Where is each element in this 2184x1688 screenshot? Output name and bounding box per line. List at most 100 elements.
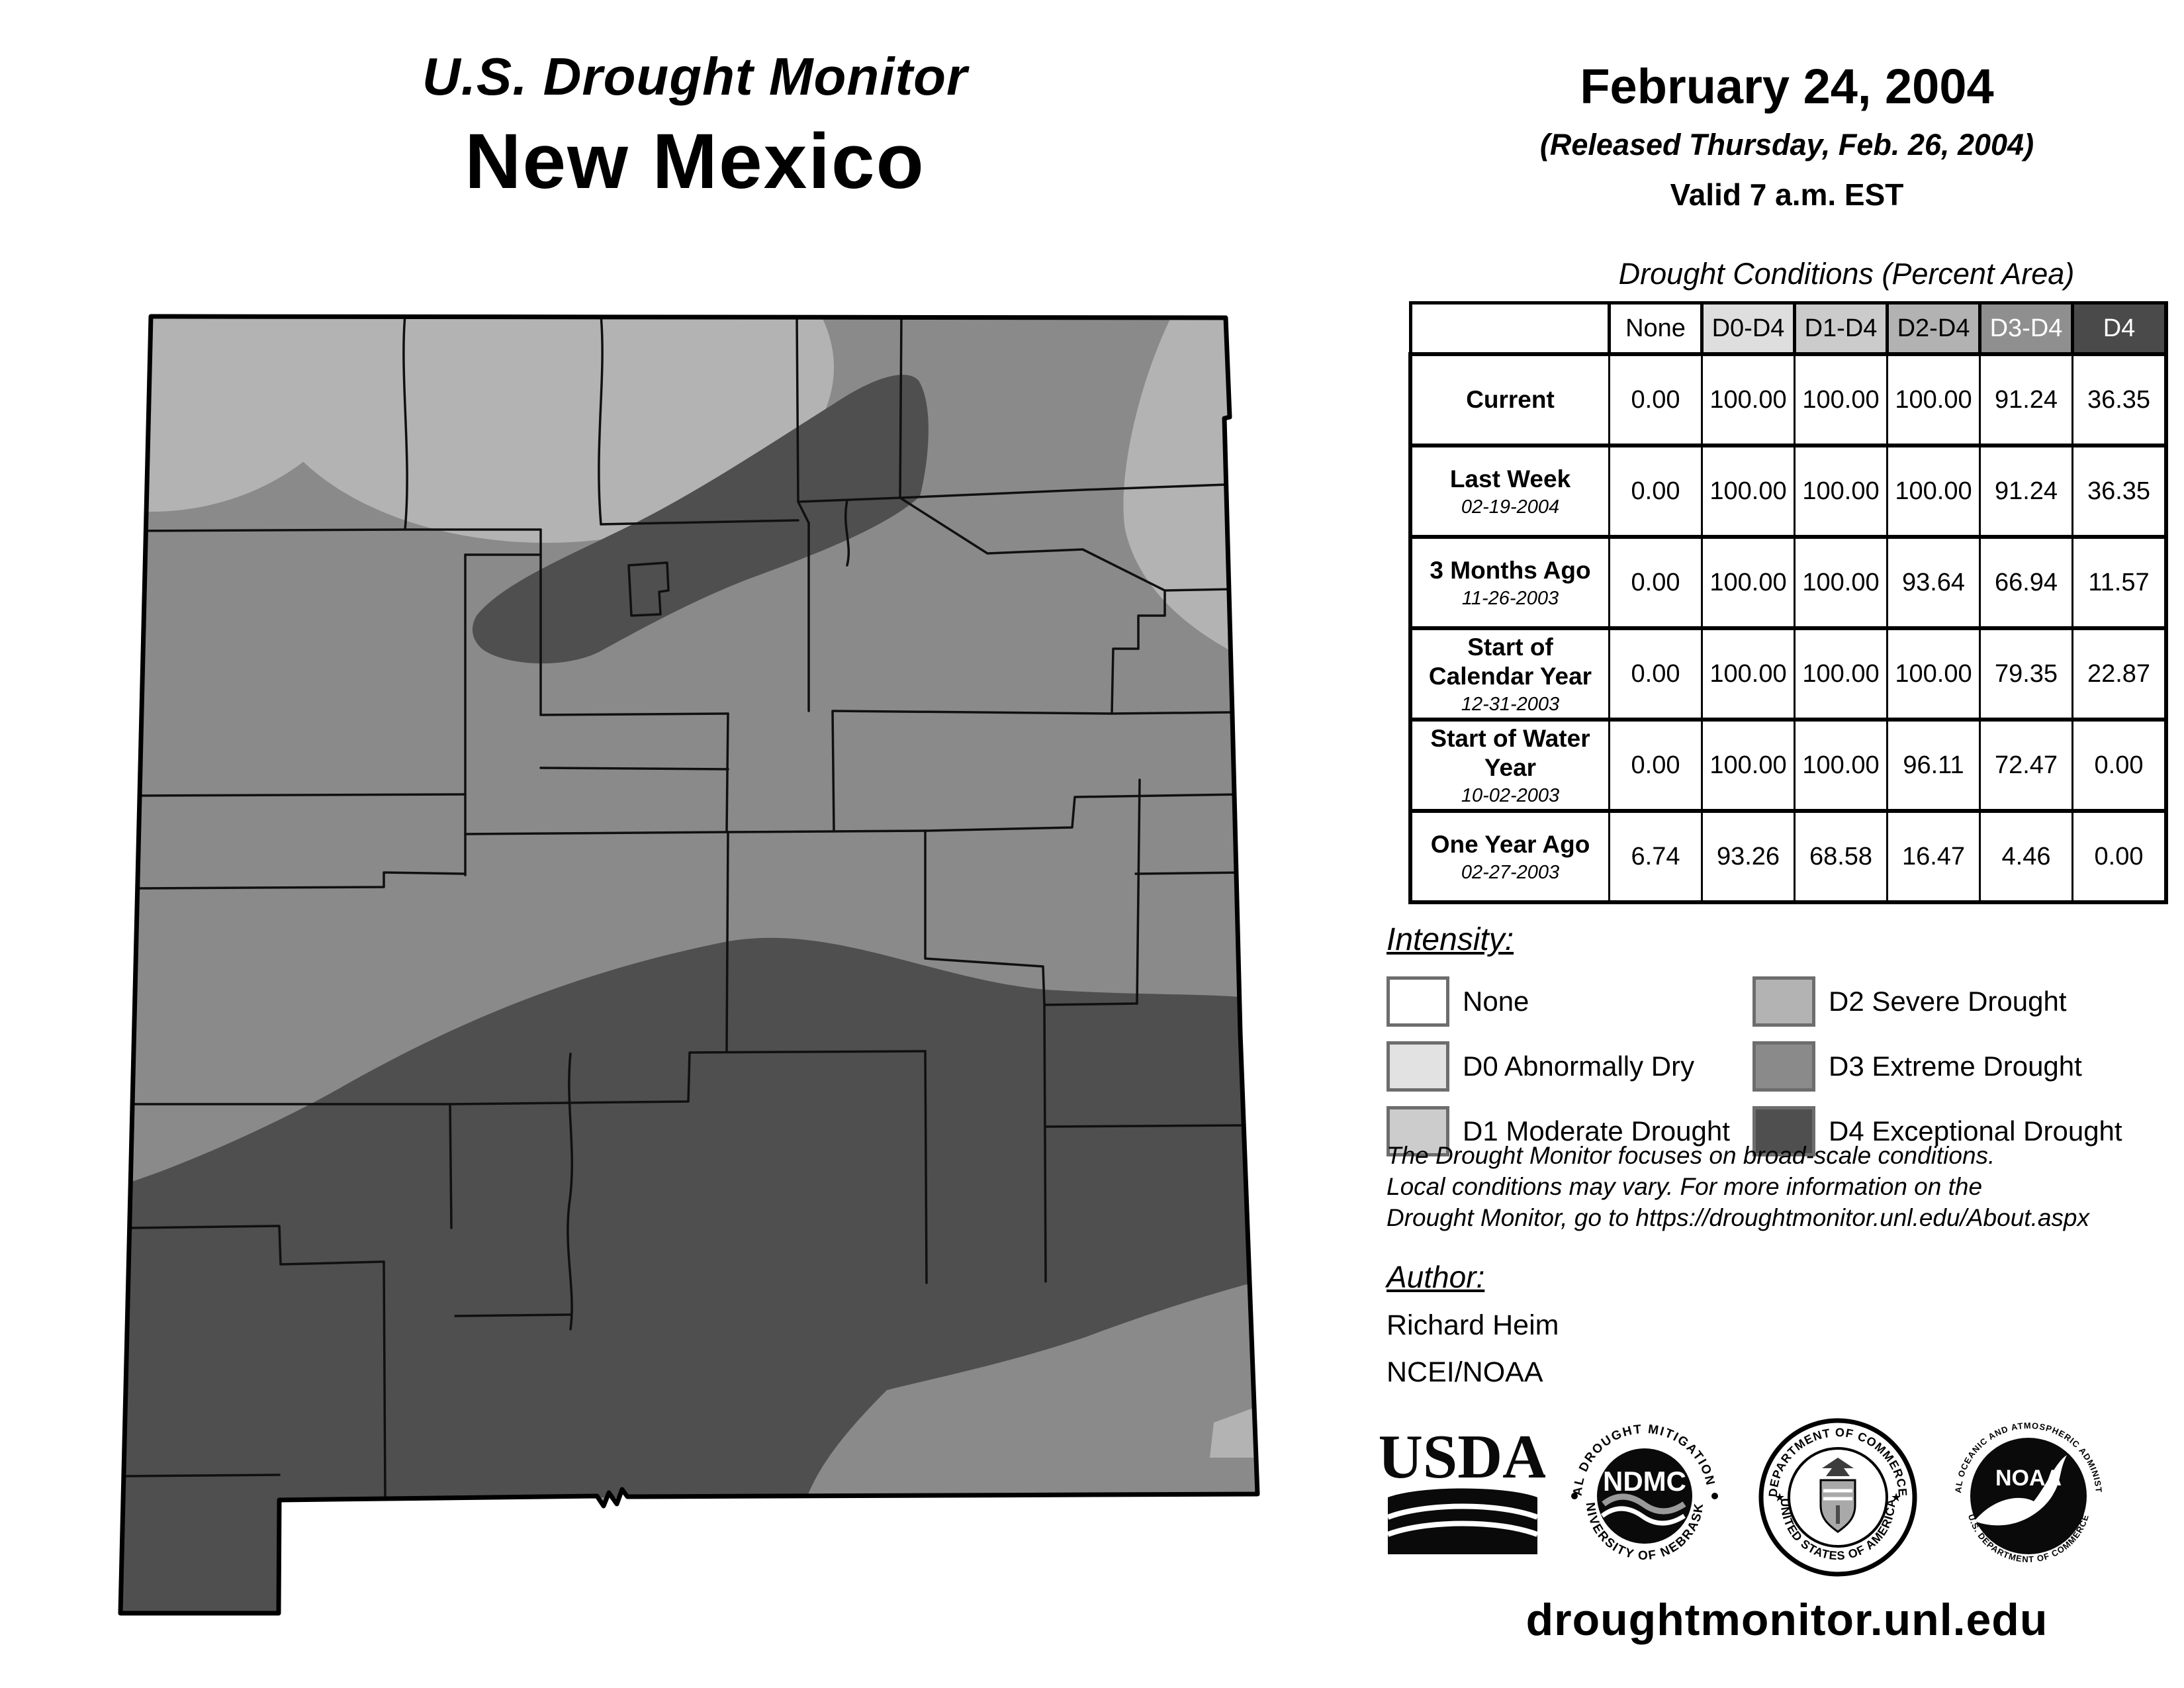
cell-value: 0.00 xyxy=(1608,718,1703,813)
droughtmonitor-url[interactable]: droughtmonitor.unl.edu xyxy=(1525,1595,2048,1645)
drought-map xyxy=(106,305,1297,1622)
cell-value: 100.00 xyxy=(1886,352,1981,447)
usda-logo: USDA xyxy=(1378,1417,1547,1579)
table-row-current: Current 0.00 100.00 100.00 100.00 91.24 … xyxy=(1408,352,2168,447)
drought-region-d4-north-band xyxy=(472,375,929,664)
cell-value: 0.00 xyxy=(1608,444,1703,539)
legend-label: D1 Moderate Drought xyxy=(1463,1115,1730,1147)
legend-swatch-d0 xyxy=(1387,1041,1449,1092)
agency-logos: USDA NATIONAL DROUGHT MITIGATION CENTER … xyxy=(1377,1406,2144,1582)
row-label: Current xyxy=(1466,386,1555,413)
legend-label: D2 Severe Drought xyxy=(1829,986,2067,1017)
county-boundaries xyxy=(120,316,1243,1501)
legend-item-none: None xyxy=(1387,976,1752,1027)
cell-value: 36.35 xyxy=(2071,352,2168,447)
cell-value: 66.94 xyxy=(1979,535,2073,630)
disclaimer-line: Local conditions may vary. For more info… xyxy=(1387,1173,1983,1200)
cell-value: 0.00 xyxy=(2071,718,2168,813)
intensity-legend: Intensity: None D0 Abnormally Dry D1 Mod… xyxy=(1387,921,2154,1156)
doc-star-right: ★ xyxy=(1891,1491,1901,1504)
column-header-d2d4: D2-D4 xyxy=(1886,301,1981,356)
new-mexico-map-svg xyxy=(118,314,1260,1616)
table-corner-cell xyxy=(1408,301,1611,356)
column-header-d1d4: D1-D4 xyxy=(1793,301,1889,356)
cell-value: 72.47 xyxy=(1979,718,2073,813)
date-block: February 24, 2004 (Released Thursday, Fe… xyxy=(1443,58,2131,212)
row-label: Start of Calendar Year xyxy=(1428,633,1592,690)
ndmc-logo: NATIONAL DROUGHT MITIGATION CENTER UNIVE… xyxy=(1560,1406,1724,1579)
legend-swatch-none xyxy=(1387,976,1449,1027)
legend-label: D4 Exceptional Drought xyxy=(1829,1115,2122,1147)
cell-value: 93.64 xyxy=(1886,535,1981,630)
cell-value: 100.00 xyxy=(1886,444,1981,539)
column-header-d4: D4 xyxy=(2071,301,2168,356)
legend-label: None xyxy=(1463,986,1529,1017)
cell-value: 16.47 xyxy=(1886,809,1981,904)
table-row-last-week: Last Week 02-19-2004 0.00 100.00 100.00 … xyxy=(1408,444,2168,539)
row-date: 02-27-2003 xyxy=(1461,861,1560,883)
table-row-start-water-year: Start of Water Year 10-02-2003 0.00 100.… xyxy=(1408,718,2168,813)
cell-value: 36.35 xyxy=(2071,444,2168,539)
cell-value: 0.00 xyxy=(1608,352,1703,447)
doc-logo-svg: DEPARTMENT OF COMMERCE UNITED STATES OF … xyxy=(1758,1418,1917,1577)
cell-value: 6.74 xyxy=(1608,809,1703,904)
cell-value: 100.00 xyxy=(1886,626,1981,722)
cell-value: 100.00 xyxy=(1701,444,1796,539)
author-name: Richard Heim xyxy=(1387,1309,1559,1341)
cell-value: 68.58 xyxy=(1794,809,1888,904)
release-date: (Released Thursday, Feb. 26, 2004) xyxy=(1539,128,2034,162)
cell-value: 100.00 xyxy=(1701,626,1796,722)
cell-value: 93.26 xyxy=(1701,809,1796,904)
column-header-d0d4: D0-D4 xyxy=(1700,301,1796,356)
cell-value: 0.00 xyxy=(2071,809,2168,904)
cell-value: 100.00 xyxy=(1701,718,1796,813)
legend-swatch-d4 xyxy=(1752,1106,1815,1156)
cell-value: 22.87 xyxy=(2071,626,2168,722)
table-title: Drought Conditions (Percent Area) xyxy=(1618,257,2075,291)
drought-region-d2-northcenter xyxy=(258,316,834,543)
cell-value: 0.00 xyxy=(1608,626,1703,722)
drought-conditions-table: None D0-D4 D1-D4 D2-D4 D3-D4 D4 Current … xyxy=(1408,301,2168,904)
cell-value: 4.46 xyxy=(1979,809,2073,904)
column-header-d3d4: D3-D4 xyxy=(1978,301,2074,356)
cell-value: 91.24 xyxy=(1979,444,2073,539)
author-title: Author: xyxy=(1387,1260,1485,1294)
row-date: 10-02-2003 xyxy=(1461,784,1560,806)
row-label: Start of Water Year xyxy=(1430,724,1590,781)
cell-value: 100.00 xyxy=(1794,718,1888,813)
legend-item-d0: D0 Abnormally Dry xyxy=(1387,1041,1752,1092)
noaa-logo: NATIONAL OCEANIC AND ATMOSPHERIC ADMINIS… xyxy=(1945,1409,2108,1579)
report-title-block: U.S. Drought Monitor New Mexico xyxy=(232,46,1158,207)
cell-value: 0.00 xyxy=(1608,535,1703,630)
department-of-commerce-logo: DEPARTMENT OF COMMERCE UNITED STATES OF … xyxy=(1757,1417,1919,1582)
cell-value: 96.11 xyxy=(1886,718,1981,813)
legend-item-d3: D3 Extreme Drought xyxy=(1752,1041,2122,1092)
cell-value: 11.57 xyxy=(2071,535,2168,630)
row-label: Last Week xyxy=(1449,465,1571,492)
legend-item-d2: D2 Severe Drought xyxy=(1752,976,2122,1027)
ndmc-logo-text: NDMC xyxy=(1603,1466,1686,1497)
state-outline xyxy=(118,314,1260,1616)
author-block: Author: Richard Heim NCEI/NOAA xyxy=(1387,1259,1559,1389)
legend-swatch-d3 xyxy=(1752,1041,1815,1092)
legend-label: D0 Abnormally Dry xyxy=(1463,1051,1695,1082)
cell-value: 100.00 xyxy=(1794,626,1888,722)
map-date: February 24, 2004 xyxy=(1580,59,1994,114)
cell-value: 100.00 xyxy=(1701,352,1796,447)
cell-value: 100.00 xyxy=(1701,535,1796,630)
legend-label: D3 Extreme Drought xyxy=(1829,1051,2082,1082)
cell-value: 91.24 xyxy=(1979,352,2073,447)
usda-logo-svg: USDA xyxy=(1378,1423,1547,1554)
cell-value: 100.00 xyxy=(1794,444,1888,539)
drought-region-d2-southeast-corner xyxy=(1210,1406,1257,1458)
table-row-3-months-ago: 3 Months Ago 11-26-2003 0.00 100.00 100.… xyxy=(1408,535,2168,630)
doc-star-left: ★ xyxy=(1774,1491,1785,1504)
disclaimer-line: The Drought Monitor focuses on broad-sca… xyxy=(1387,1142,1995,1169)
drought-region-d4-south xyxy=(120,937,1255,1613)
column-header-none: None xyxy=(1608,301,1704,356)
legend-item-d4: D4 Exceptional Drought xyxy=(1752,1106,2122,1156)
table-row-start-calendar-year: Start of Calendar Year 12-31-2003 0.00 1… xyxy=(1408,626,2168,722)
legend-swatch-d1 xyxy=(1387,1106,1449,1156)
legend-item-d1: D1 Moderate Drought xyxy=(1387,1106,1752,1156)
usda-logo-text: USDA xyxy=(1380,1423,1545,1491)
